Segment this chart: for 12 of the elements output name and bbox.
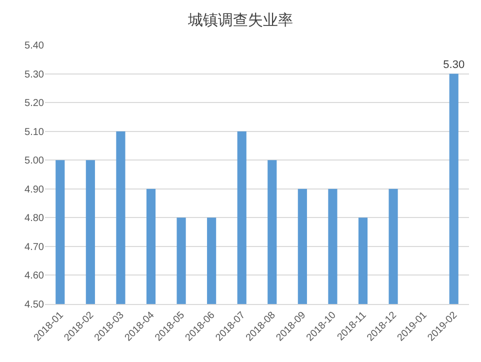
- y-tick-label: 4.70: [24, 242, 44, 253]
- data-label: 5.30: [443, 58, 465, 71]
- y-tick-label: 4.90: [24, 184, 44, 196]
- chart-title: 城镇调查失业率: [187, 12, 293, 29]
- y-tick-label: 5.40: [24, 40, 44, 52]
- y-tick-label: 4.80: [24, 213, 44, 224]
- y-tick-label: 4.60: [24, 270, 44, 282]
- y-tick-label: 4.50: [24, 300, 44, 310]
- y-tick-label: 5.30: [24, 69, 44, 80]
- y-tick-label: 5.20: [24, 98, 44, 110]
- y-tick-label: 5.10: [24, 126, 44, 138]
- y-tick-label: 5.00: [24, 156, 44, 167]
